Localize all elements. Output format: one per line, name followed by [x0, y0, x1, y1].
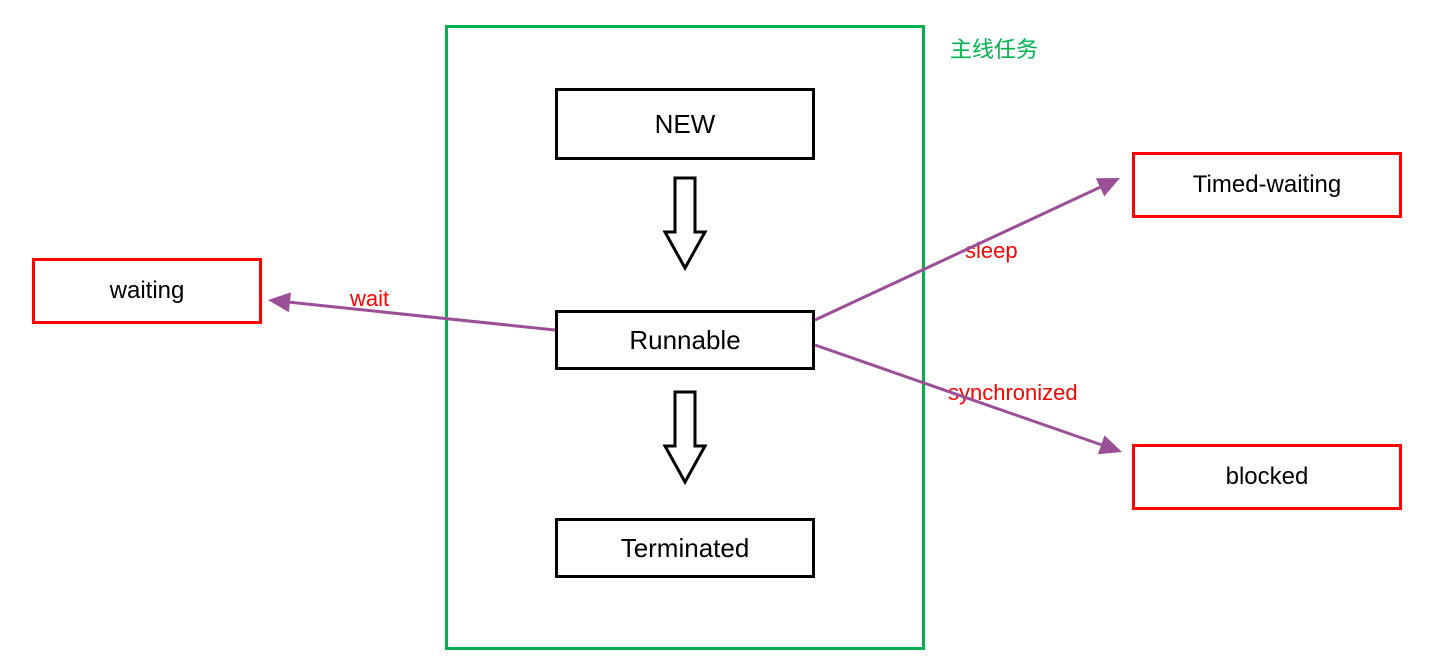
node-new: NEW [555, 88, 815, 160]
label-sleep: sleep [965, 238, 1018, 264]
node-timed-waiting: Timed-waiting [1132, 152, 1402, 218]
label-wait: wait [350, 286, 389, 312]
node-waiting-label: waiting [110, 277, 185, 305]
node-blocked: blocked [1132, 444, 1402, 510]
node-new-label: NEW [655, 109, 716, 140]
node-timed-waiting-label: Timed-waiting [1193, 171, 1342, 199]
node-blocked-label: blocked [1226, 463, 1309, 491]
node-terminated: Terminated [555, 518, 815, 578]
container-title: 主线任务 [950, 32, 1038, 64]
label-synchronized: synchronized [948, 380, 1078, 406]
node-terminated-label: Terminated [621, 533, 750, 564]
node-runnable: Runnable [555, 310, 815, 370]
node-runnable-label: Runnable [629, 325, 740, 356]
node-waiting: waiting [32, 258, 262, 324]
